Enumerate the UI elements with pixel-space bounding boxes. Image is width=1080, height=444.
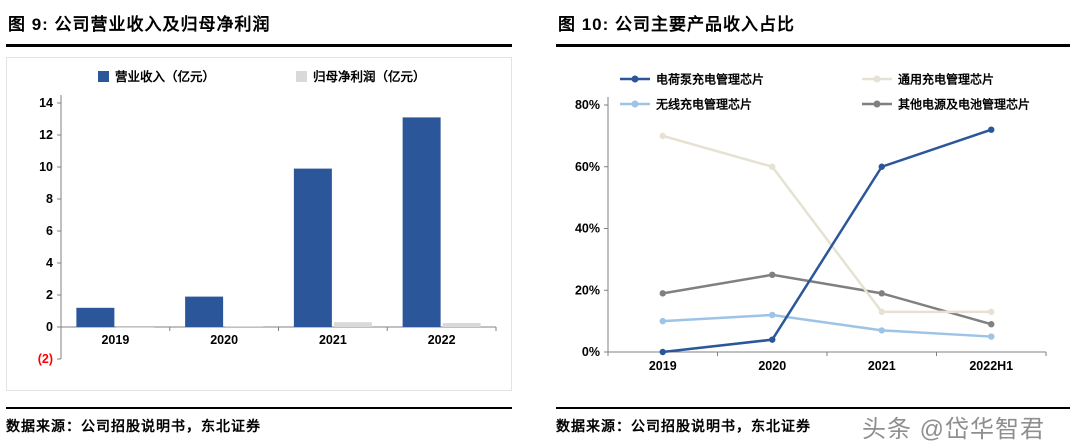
svg-text:8: 8 <box>46 192 53 206</box>
figure9-chart: 营业收入（亿元） 归母净利润（亿元） 14 12 10 8 6 4 2 0 (2) 2019 2020 2… <box>6 57 512 400</box>
figure9-bar-chart-svg: 营业收入（亿元） 归母净利润（亿元） 14 12 10 8 6 4 2 0 (2) 2019 2020 2… <box>6 57 512 391</box>
svg-text:2021: 2021 <box>319 333 347 347</box>
svg-text:20%: 20% <box>575 283 600 297</box>
figure9-source: 数据来源：公司招股说明书，东北证券 <box>6 418 261 434</box>
svg-text:2020: 2020 <box>758 359 786 373</box>
svg-text:0: 0 <box>46 320 53 334</box>
figure10-panel: 图 10: 公司主要产品收入占比 电荷泵充电管理芯片 通用充电管理芯片无线充电管理… <box>556 6 1070 441</box>
figure9-panel: 图 9: 公司营业收入及归母净利润 营业收入（亿元） 归母净利润（亿元） 14 12 1… <box>6 6 512 441</box>
figure10-title: 图 10: 公司主要产品收入占比 <box>556 6 1070 47</box>
svg-text:80%: 80% <box>575 98 600 112</box>
figure9-footer-rule <box>6 407 512 409</box>
svg-text:2019: 2019 <box>101 333 129 347</box>
svg-text:2021: 2021 <box>868 359 896 373</box>
svg-text:12: 12 <box>39 128 53 142</box>
watermark: 头条 @岱华智君 <box>862 416 1046 443</box>
figure10-footer-rule <box>556 407 1070 409</box>
svg-text:0%: 0% <box>582 345 600 359</box>
figure9-footer: 数据来源：公司招股说明书，东北证券 <box>6 407 512 436</box>
svg-text:2022H1: 2022H1 <box>969 359 1013 373</box>
figure10-chart: 电荷泵充电管理芯片 通用充电管理芯片无线充电管理芯片 其他电源及电池管理芯片 0% 20… <box>556 57 1070 400</box>
svg-text:(2): (2) <box>38 352 53 366</box>
figure10-footer: 数据来源：公司招股说明书，东北证券 <box>556 407 1070 436</box>
figure10-source: 数据来源：公司招股说明书，东北证券 <box>556 418 811 434</box>
svg-text:归母净利润（亿元）: 归母净利润（亿元） <box>313 69 426 84</box>
svg-text:2019: 2019 <box>649 359 677 373</box>
svg-text:14: 14 <box>39 96 53 110</box>
svg-text:6: 6 <box>46 224 53 238</box>
svg-text:10: 10 <box>39 160 53 174</box>
svg-text:2022: 2022 <box>428 333 456 347</box>
svg-text:4: 4 <box>46 256 53 270</box>
svg-text:营业收入（亿元）: 营业收入（亿元） <box>115 69 215 84</box>
svg-text:其他电源及电池管理芯片: 其他电源及电池管理芯片 <box>898 97 1030 112</box>
svg-text:2020: 2020 <box>210 333 238 347</box>
svg-text:2: 2 <box>46 288 53 302</box>
svg-text:电荷泵充电管理芯片: 电荷泵充电管理芯片 <box>656 72 764 87</box>
svg-text:60%: 60% <box>575 160 600 174</box>
svg-text:通用充电管理芯片: 通用充电管理芯片 <box>898 72 994 87</box>
svg-text:40%: 40% <box>575 222 600 236</box>
figure9-title: 图 9: 公司营业收入及归母净利润 <box>6 6 512 47</box>
svg-text:无线充电管理芯片: 无线充电管理芯片 <box>655 97 752 112</box>
